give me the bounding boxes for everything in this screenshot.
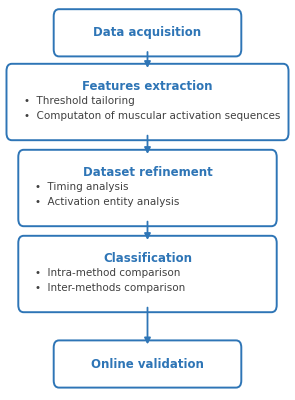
Text: Dataset refinement: Dataset refinement (83, 166, 212, 179)
Text: Data acquisition: Data acquisition (94, 26, 201, 39)
Text: •  Timing analysis: • Timing analysis (35, 182, 129, 192)
Text: •  Activation entity analysis: • Activation entity analysis (35, 197, 180, 207)
FancyBboxPatch shape (18, 236, 277, 312)
Text: Features extraction: Features extraction (82, 80, 213, 93)
Text: •  Threshold tailoring: • Threshold tailoring (24, 96, 134, 106)
Text: •  Computaton of muscular activation sequences: • Computaton of muscular activation sequ… (24, 111, 280, 121)
Text: Classification: Classification (103, 252, 192, 265)
FancyBboxPatch shape (54, 9, 241, 56)
FancyBboxPatch shape (6, 64, 289, 140)
Text: Online validation: Online validation (91, 358, 204, 370)
Text: •  Intra-method comparison: • Intra-method comparison (35, 268, 181, 278)
FancyBboxPatch shape (54, 340, 241, 388)
Text: •  Inter-methods comparison: • Inter-methods comparison (35, 283, 186, 293)
FancyBboxPatch shape (18, 150, 277, 226)
